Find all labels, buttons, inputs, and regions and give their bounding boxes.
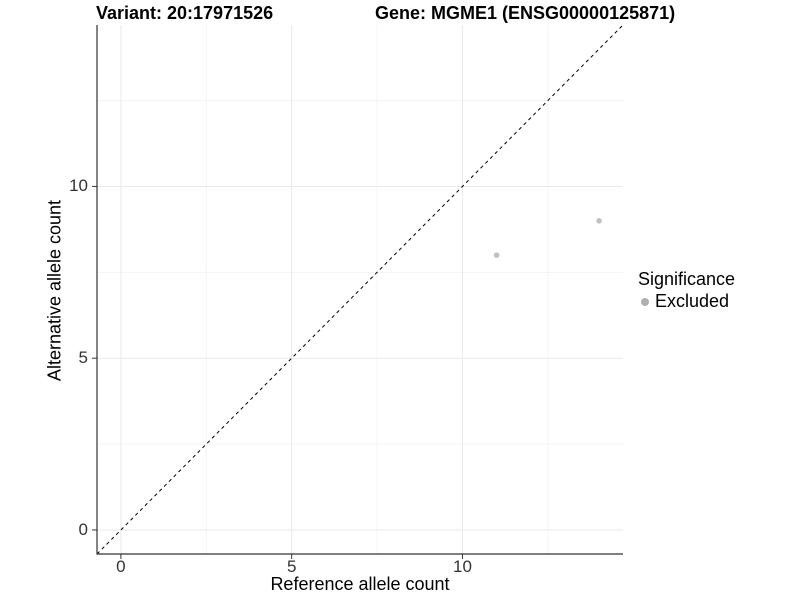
y-tick-label: 5 xyxy=(78,348,88,368)
x-axis-title: Reference allele count xyxy=(270,574,450,594)
x-tick-label: 10 xyxy=(452,557,472,576)
variant-title: Variant: 20:17971526 xyxy=(96,3,274,23)
x-tick-label: 0 xyxy=(116,557,126,576)
x-tick-label: 5 xyxy=(286,557,297,576)
legend-item: Excluded xyxy=(638,291,735,312)
gene-title: Gene: MGME1 (ENSG00000125871) xyxy=(375,3,676,23)
legend: Significance Excluded xyxy=(638,269,735,312)
legend-item-label: Excluded xyxy=(655,291,730,311)
y-tick-label: 0 xyxy=(78,519,88,539)
legend-items: Excluded xyxy=(638,291,735,312)
y-axis-title: Alternative allele count xyxy=(44,199,65,382)
data-point xyxy=(493,252,500,258)
y-tick-label: 10 xyxy=(69,176,88,196)
legend-title: Significance xyxy=(638,269,736,289)
legend-key-dot-icon xyxy=(641,297,649,306)
data-point xyxy=(596,217,602,224)
identity-reference-line xyxy=(96,24,624,555)
